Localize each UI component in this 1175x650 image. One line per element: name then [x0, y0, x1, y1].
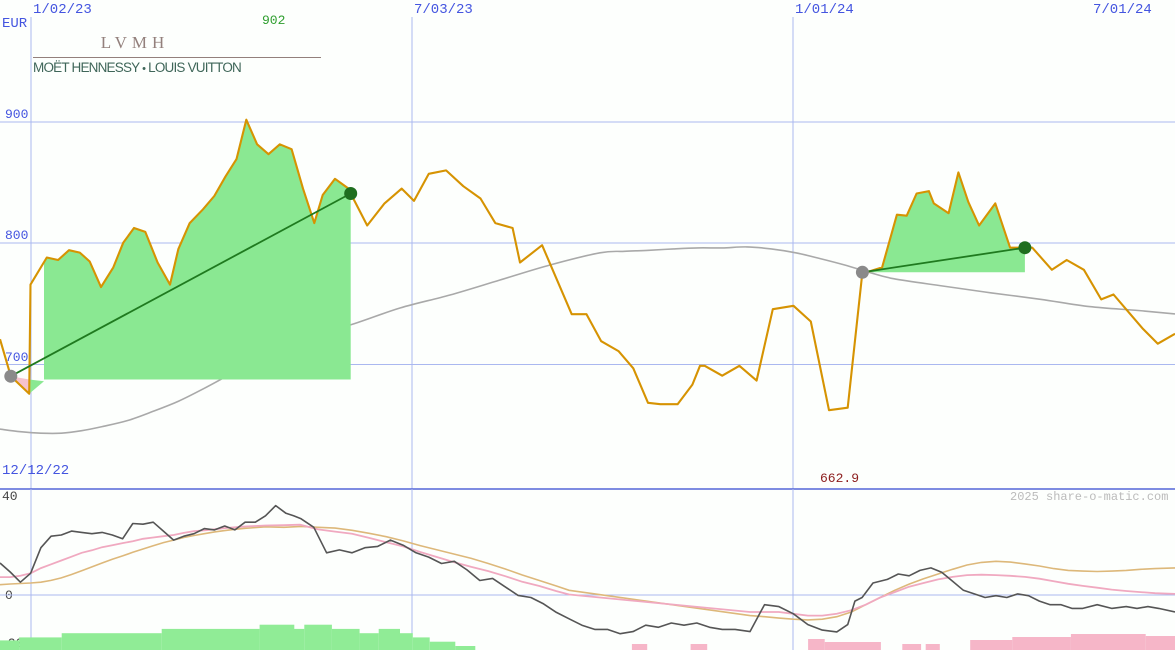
svg-text:12/12/22: 12/12/22 [2, 463, 69, 479]
svg-text:40: 40 [2, 489, 18, 504]
svg-text:700: 700 [5, 350, 28, 365]
svg-text:800: 800 [5, 228, 28, 243]
svg-text:900: 900 [5, 107, 28, 122]
svg-text:2025 share-o-matic.com: 2025 share-o-matic.com [1010, 490, 1168, 504]
svg-text:662.9: 662.9 [820, 471, 859, 486]
